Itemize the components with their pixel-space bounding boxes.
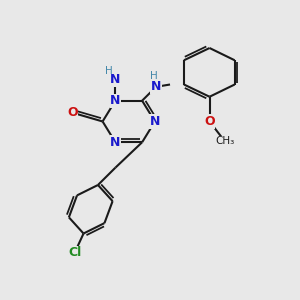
Text: N: N (110, 136, 121, 149)
Text: N: N (110, 74, 121, 86)
Text: N: N (151, 80, 161, 93)
Text: O: O (204, 115, 215, 128)
Text: H: H (150, 71, 158, 81)
Text: CH₃: CH₃ (215, 136, 234, 146)
Text: H: H (105, 66, 113, 76)
Text: Cl: Cl (68, 246, 81, 259)
Text: N: N (110, 94, 121, 107)
Text: O: O (67, 106, 78, 119)
Text: N: N (150, 115, 160, 128)
